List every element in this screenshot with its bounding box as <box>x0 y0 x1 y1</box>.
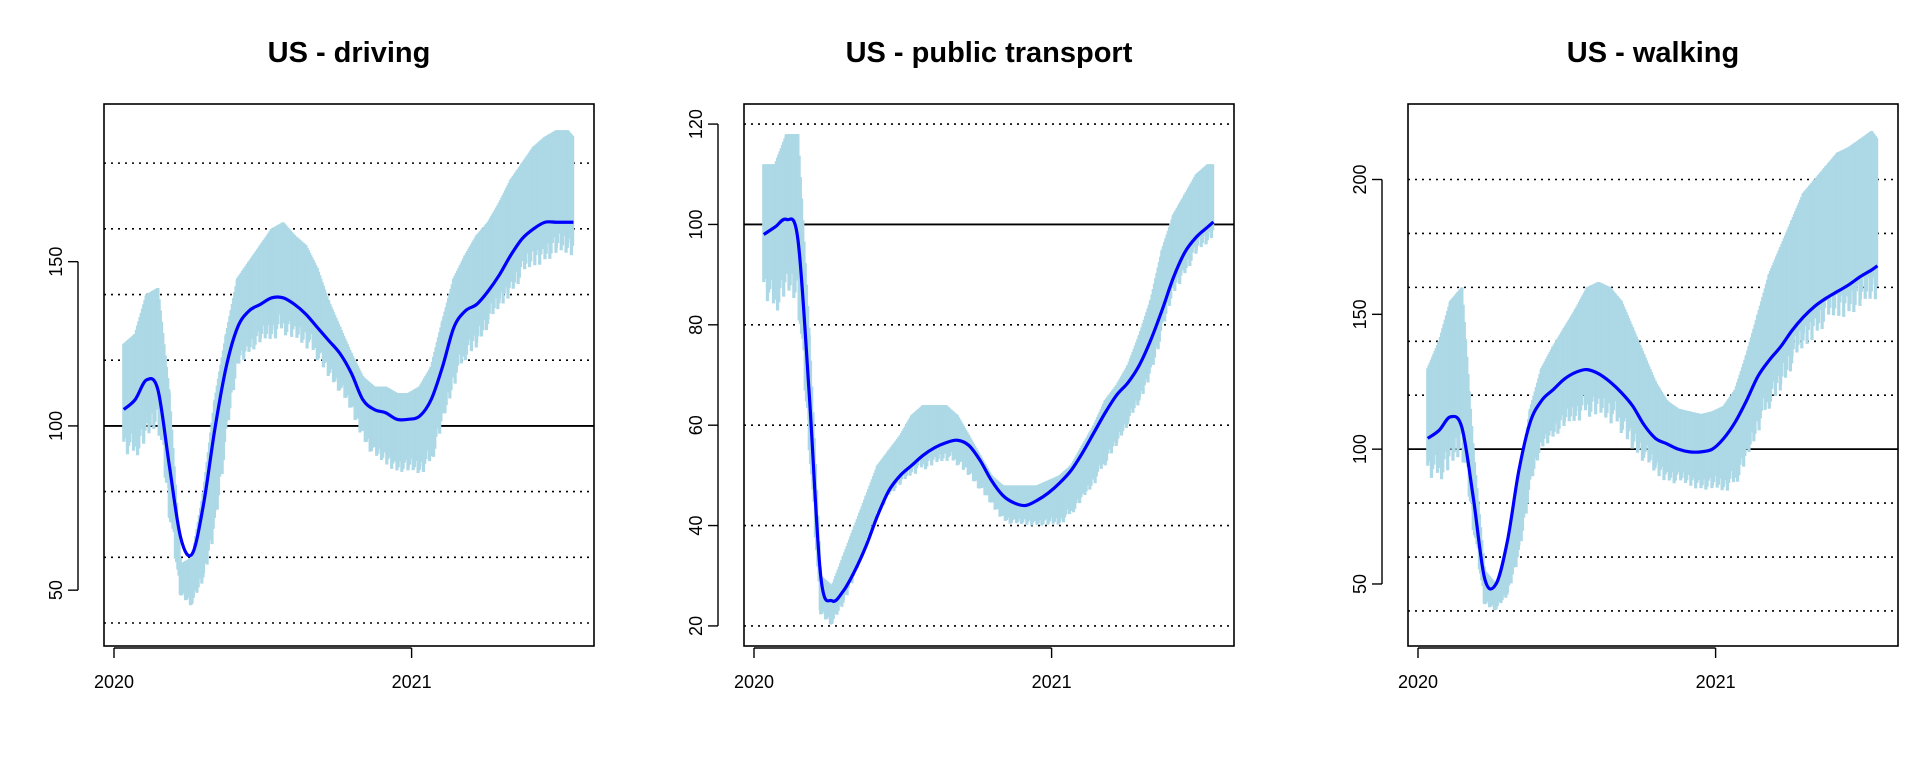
smooth-trend-line <box>762 217 1215 603</box>
smooth-trend-line <box>1426 264 1879 591</box>
chart-title: US - walking <box>1567 37 1739 69</box>
y-tick-label-40: 40 <box>686 516 706 536</box>
y-tick-label-80: 80 <box>686 315 706 335</box>
x-tick-label-2020: 2020 <box>734 672 774 692</box>
y-tick-label-150: 150 <box>46 247 66 277</box>
chart-panel-public-transport: US - public transport 20 40 60 80 100 120 2020 2… <box>640 0 1280 768</box>
chart-title: US - public transport <box>846 37 1133 69</box>
y-tick-label-200: 200 <box>1350 164 1370 194</box>
x-tick-label-2021: 2021 <box>1696 672 1736 692</box>
chart-panel-driving: US - driving 50 100 150 2020 2021 <box>0 0 640 768</box>
smooth-trend-line <box>122 220 574 558</box>
y-tick-label-50: 50 <box>1350 574 1370 594</box>
x-tick-label-2021: 2021 <box>1032 672 1072 692</box>
raw-series <box>1426 130 1879 611</box>
y-tick-label-100: 100 <box>686 209 706 239</box>
plot-frame <box>1407 103 1899 647</box>
y-tick-label-60: 60 <box>686 415 706 435</box>
chart-svg-public-transport: US - public transport 20 40 60 80 100 120 2020 2… <box>686 37 1235 692</box>
x-tick-label-2021: 2021 <box>392 672 432 692</box>
y-tick-label-100: 100 <box>1350 434 1370 464</box>
raw-series <box>762 134 1215 625</box>
x-tick-label-2020: 2020 <box>94 672 134 692</box>
chart-svg-walking: US - walking 50 100 150 200 2020 2021 <box>1350 37 1899 692</box>
y-tick-label-100: 100 <box>46 411 66 441</box>
plot-frame <box>743 103 1235 647</box>
plot-frame <box>103 103 595 647</box>
x-tick-label-2020: 2020 <box>1398 672 1438 692</box>
chart-title: US - driving <box>268 37 431 69</box>
y-tick-label-150: 150 <box>1350 299 1370 329</box>
chart-panel-walking: US - walking 50 100 150 200 2020 2021 <box>1280 0 1920 768</box>
y-tick-label-20: 20 <box>686 616 706 636</box>
y-tick-label-50: 50 <box>46 580 66 600</box>
y-tick-label-120: 120 <box>686 109 706 139</box>
chart-svg-driving: US - driving 50 100 150 2020 2021 <box>46 37 595 692</box>
